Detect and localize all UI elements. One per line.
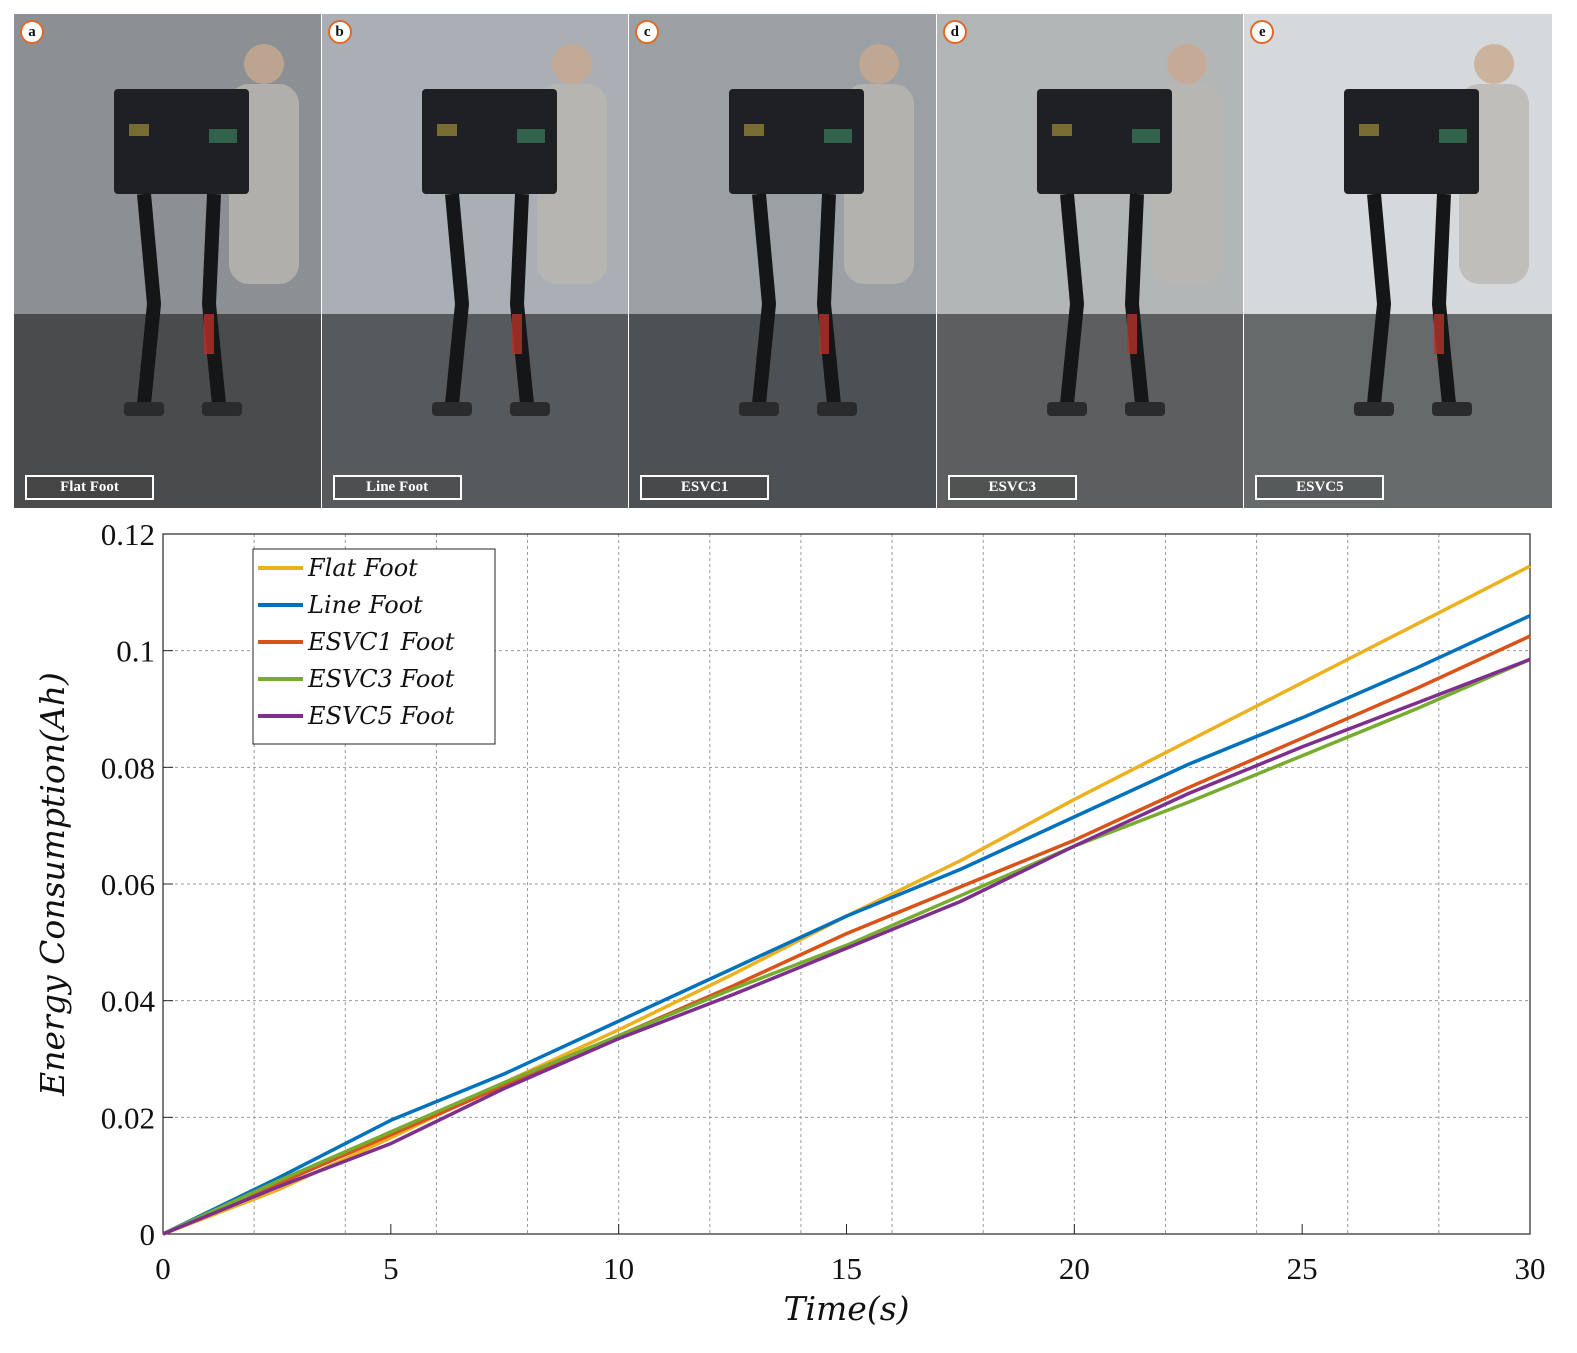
- robot-leg-right: [509, 193, 534, 405]
- legend-label: ESVC1 Foot: [307, 628, 455, 656]
- panel-caption: ESVC5: [1255, 475, 1385, 500]
- robot-foot-right: [817, 402, 858, 416]
- robot-body: [421, 89, 557, 194]
- robot-leg-right: [1432, 193, 1457, 405]
- photo-panel-c: c ESVC1: [629, 14, 937, 508]
- robot-foot-left: [1046, 402, 1087, 416]
- legend-label: Flat Foot: [307, 554, 418, 582]
- energy-chart: 0 5 10 15 20 25 30 0 0.02 0.04 0.06 0.08 0.1 0.12 Fla…: [33, 517, 1546, 1328]
- robot-photo: [1244, 14, 1552, 508]
- robot-foot-right: [1124, 402, 1165, 416]
- y-axis-title: Energy Consumption(Ah): [33, 672, 72, 1097]
- robot-foot-left: [431, 402, 472, 416]
- axes-layer: 0 5 10 15 20 25 30 0 0.02 0.04 0.06 0.08 0.1 0.12: [101, 517, 1546, 1286]
- robot-leg-right: [1124, 193, 1149, 405]
- robot-leg-left: [1059, 193, 1084, 405]
- x-tick-label: 20: [1059, 1251, 1090, 1286]
- robot-photo: [14, 14, 321, 508]
- robot-foot-right: [509, 402, 550, 416]
- robot-leg-left: [752, 193, 777, 405]
- panel-caption: Line Foot: [332, 475, 462, 500]
- panel-caption: ESVC3: [947, 475, 1077, 500]
- series-layer: [162, 564, 1531, 1236]
- robot-foot-left: [739, 402, 780, 416]
- photo-panel-b: b Line Foot: [321, 14, 630, 508]
- panel-letter-badge: d: [942, 20, 967, 44]
- series-line: [162, 657, 1531, 1236]
- y-tick-label: 0.02: [101, 1100, 155, 1135]
- series-line: [162, 614, 1531, 1236]
- legend-box: [252, 548, 496, 745]
- legend: Flat Foot Line Foot ESVC1 Foot ESVC3 Foot ES…: [252, 548, 496, 745]
- panel-letter-badge: a: [20, 20, 44, 44]
- robot-foot-left: [1354, 402, 1395, 416]
- panel-caption: ESVC1: [640, 475, 770, 500]
- robot-leg-right: [817, 193, 842, 405]
- robot-body: [729, 89, 865, 194]
- legend-label: ESVC3 Foot: [307, 665, 455, 693]
- robot-leg-left: [1367, 193, 1392, 405]
- robot-leg-right: [201, 193, 226, 405]
- panel-letter-badge: c: [635, 20, 660, 44]
- x-tick-label: 10: [603, 1251, 634, 1286]
- robot-leg-left: [137, 193, 162, 405]
- x-tick-label: 30: [1515, 1251, 1546, 1286]
- y-tick-label: 0.12: [101, 517, 155, 552]
- panel-caption: Flat Foot: [25, 475, 154, 500]
- photo-panel-a: a Flat Foot: [14, 14, 322, 508]
- x-tick-label: 0: [155, 1251, 171, 1286]
- series-line: [162, 657, 1531, 1236]
- robot-photo: [321, 14, 629, 508]
- x-tick-label: 25: [1287, 1251, 1318, 1286]
- robot-body: [1344, 89, 1480, 194]
- series-line: [162, 634, 1531, 1236]
- robot-foot-right: [1432, 402, 1473, 416]
- robot-photo: [936, 14, 1244, 508]
- photo-panel-d: d ESVC3: [936, 14, 1245, 508]
- y-tick-label: 0: [140, 1217, 156, 1252]
- y-tick-label: 0.08: [101, 750, 155, 785]
- photo-strip: a Flat Foot b Line Foot c ESVC1 d ESVC3 e ESVC5: [14, 14, 1552, 508]
- legend-label: Line Foot: [307, 591, 423, 619]
- x-axis-title: Time(s): [783, 1289, 909, 1328]
- robot-body: [1036, 89, 1172, 194]
- x-tick-label: 15: [831, 1251, 862, 1286]
- photo-panel-e: e ESVC5: [1244, 14, 1552, 508]
- panel-letter-badge: b: [327, 20, 352, 44]
- robot-body: [114, 89, 249, 194]
- robot-leg-left: [444, 193, 469, 405]
- panel-letter-badge: e: [1250, 20, 1275, 44]
- x-tick-label: 5: [383, 1251, 399, 1286]
- y-tick-label: 0.04: [101, 984, 156, 1019]
- y-tick-label: 0.06: [101, 867, 155, 902]
- robot-photo: [629, 14, 936, 508]
- robot-foot-left: [124, 402, 164, 416]
- robot-foot-right: [202, 402, 242, 416]
- legend-label: ESVC5 Foot: [307, 702, 455, 730]
- y-tick-label: 0.1: [116, 634, 155, 669]
